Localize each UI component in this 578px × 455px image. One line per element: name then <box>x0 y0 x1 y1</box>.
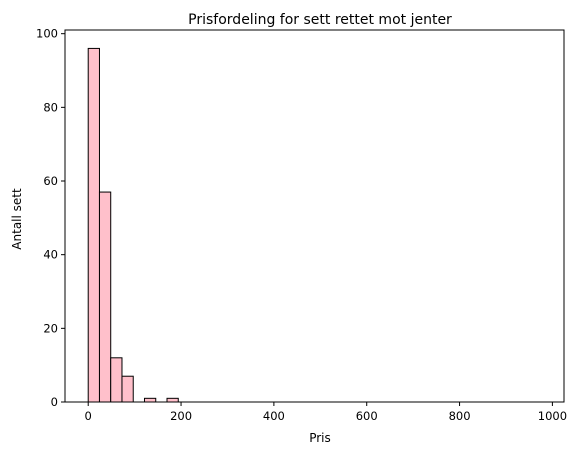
y-tick-label: 40 <box>43 248 58 262</box>
plot-frame <box>64 29 565 403</box>
histogram-bar <box>110 357 123 403</box>
y-axis: 0 20 40 60 80 100 <box>36 27 65 409</box>
x-tick-label: 200 <box>170 409 192 423</box>
y-tick-label: 100 <box>36 27 58 41</box>
y-tick-label: 20 <box>43 321 58 335</box>
x-axis: 0 200 400 600 800 1000 <box>85 402 567 423</box>
y-axis-label: Antall sett <box>10 188 24 250</box>
histogram-bar <box>143 397 157 403</box>
histogram-bar <box>98 191 112 403</box>
x-tick-label: 600 <box>356 409 378 423</box>
x-tick-label: 400 <box>263 409 285 423</box>
chart-title: Prisfordeling for sett rettet mot jenter <box>188 12 452 28</box>
y-tick-label: 80 <box>43 100 58 114</box>
histogram-bar <box>87 47 100 403</box>
x-tick-label: 1000 <box>538 409 567 423</box>
y-tick-label: 0 <box>51 395 58 409</box>
bars-group <box>87 47 179 403</box>
histogram-bar <box>166 397 179 403</box>
x-axis-label: Pris <box>309 431 331 445</box>
y-tick-label: 60 <box>43 174 58 188</box>
x-tick-label: 0 <box>85 409 92 423</box>
histogram-bar <box>121 375 134 403</box>
x-tick-label: 800 <box>449 409 471 423</box>
